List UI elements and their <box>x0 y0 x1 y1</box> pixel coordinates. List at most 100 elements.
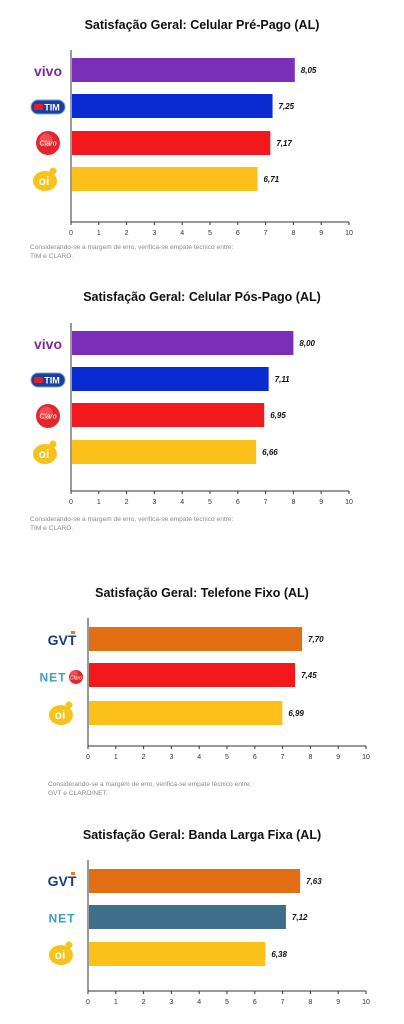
vivo-logo: vivo <box>34 63 62 79</box>
x-tick-label: 8 <box>308 754 312 761</box>
svg-text:vivo: vivo <box>34 336 62 352</box>
data-label: 7,70 <box>308 635 324 644</box>
data-label: 7,45 <box>301 671 317 680</box>
x-tick-label: 5 <box>208 230 212 237</box>
chart-note: Considerando-se a margem de erro, verifi… <box>30 243 233 261</box>
svg-text:TIM: TIM <box>44 103 60 113</box>
data-label: 7,17 <box>276 139 292 148</box>
net-logo: NET <box>40 671 67 685</box>
data-label: 7,63 <box>306 877 322 886</box>
net-logo: NET <box>49 912 76 926</box>
chart-title: Satisfação Geral: Telefone Fixo (AL) <box>95 586 309 600</box>
x-tick-label: 3 <box>152 499 156 506</box>
note-line-1: Considerando-se a margem de erro, verifi… <box>30 516 234 523</box>
chart-title: Satisfação Geral: Banda Larga Fixa (AL) <box>82 828 322 842</box>
x-tick-label: 1 <box>97 499 101 506</box>
oi-logo: oi <box>33 167 57 191</box>
x-tick-label: 9 <box>319 230 323 237</box>
note-line-2: TIM e CLARO. <box>30 253 74 260</box>
svg-text:oi: oi <box>39 447 50 461</box>
x-tick-label: 10 <box>345 499 353 506</box>
x-tick-label: 2 <box>142 754 146 761</box>
x-tick-label: 8 <box>291 230 295 237</box>
bar <box>72 94 273 118</box>
svg-text:Claro: Claro <box>39 139 56 148</box>
x-tick-label: 6 <box>253 999 257 1006</box>
claro-logo: Claro <box>69 670 83 684</box>
data-label: 6,38 <box>271 950 287 959</box>
bar <box>72 167 258 191</box>
note-line-2: TIM e CLARO. <box>30 525 74 532</box>
x-tick-label: 7 <box>264 499 268 506</box>
svg-text:GVT: GVT <box>48 632 77 648</box>
x-tick-label: 3 <box>169 754 173 761</box>
chart-prepago: 0 1 2 3 4 5 6 7 8 9 10 8,05 7,25 7,17 6,71 <box>69 50 353 237</box>
chart-pospago: 0 1 2 3 4 5 6 7 8 9 10 8,00 7,11 6,95 6,66 <box>69 323 353 506</box>
x-tick-label: 2 <box>125 499 129 506</box>
claro-logo: Claro <box>36 131 60 155</box>
x-tick-label: 9 <box>336 999 340 1006</box>
x-tick-label: 6 <box>236 230 240 237</box>
bar <box>89 942 266 966</box>
x-tick-label: 4 <box>197 754 201 761</box>
x-tick-label: 3 <box>169 999 173 1006</box>
svg-text:GVT: GVT <box>48 873 77 889</box>
chart-note: Considerando-se a margem de erro, verifi… <box>30 515 233 533</box>
svg-text:oi: oi <box>55 708 66 722</box>
chart-telefone-fixo: 0 1 2 3 4 5 6 7 8 9 10 7,70 7,45 6,99 <box>86 618 370 761</box>
chart-note: Considerando-se a margem de erro, verifi… <box>48 780 251 798</box>
x-tick-label: 4 <box>197 999 201 1006</box>
x-tick-label: 4 <box>180 230 184 237</box>
x-tick-label: 8 <box>308 999 312 1006</box>
svg-text:vivo: vivo <box>34 63 62 79</box>
data-label: 6,66 <box>262 448 278 457</box>
x-tick-label: 7 <box>281 999 285 1006</box>
svg-text:Claro: Claro <box>70 676 82 682</box>
x-tick-label: 0 <box>69 499 73 506</box>
vivo-logo: vivo <box>34 336 62 352</box>
x-tick-label: 9 <box>336 754 340 761</box>
svg-text:oi: oi <box>55 948 66 962</box>
svg-text:TIM: TIM <box>44 376 60 386</box>
chart-title: Satisfação Geral: Celular Pré-Pago (AL) <box>84 18 320 32</box>
data-label: 6,99 <box>288 709 304 718</box>
bar <box>89 869 301 893</box>
x-tick-label: 1 <box>114 754 118 761</box>
x-tick-label: 0 <box>86 999 90 1006</box>
data-label: 7,11 <box>275 375 291 384</box>
x-tick-label: 10 <box>362 754 370 761</box>
bar <box>72 131 271 155</box>
x-tick-label: 5 <box>225 999 229 1006</box>
x-tick-label: 7 <box>281 754 285 761</box>
data-label: 7,25 <box>279 102 295 111</box>
svg-text:NET: NET <box>49 912 76 926</box>
svg-text:Claro: Claro <box>39 412 56 421</box>
gvt-logo: GVT <box>48 631 77 648</box>
x-tick-label: 2 <box>142 999 146 1006</box>
x-tick-label: 0 <box>69 230 73 237</box>
data-label: 8,05 <box>301 66 317 75</box>
note-line-2: GVT e CLARO/NET. <box>48 790 108 797</box>
bar <box>72 367 269 391</box>
data-label: 6,95 <box>270 411 286 420</box>
x-tick-label: 9 <box>319 499 323 506</box>
svg-text:oi: oi <box>39 174 50 188</box>
x-tick-label: 0 <box>86 754 90 761</box>
oi-logo: oi <box>49 941 73 965</box>
data-label: 6,71 <box>264 175 280 184</box>
x-tick-label: 6 <box>253 754 257 761</box>
chart-title: Satisfação Geral: Celular Pós-Pago (AL) <box>83 290 321 304</box>
x-tick-label: 1 <box>97 230 101 237</box>
x-tick-label: 10 <box>362 999 370 1006</box>
x-tick-label: 1 <box>114 999 118 1006</box>
bar <box>89 663 296 687</box>
bar <box>89 627 303 651</box>
data-label: 8,00 <box>299 339 315 348</box>
svg-text:NET: NET <box>40 671 67 685</box>
x-tick-label: 5 <box>208 499 212 506</box>
x-tick-label: 3 <box>152 230 156 237</box>
note-line-1: Considerando-se a margem de erro, verifi… <box>48 781 252 788</box>
bar <box>89 905 286 929</box>
